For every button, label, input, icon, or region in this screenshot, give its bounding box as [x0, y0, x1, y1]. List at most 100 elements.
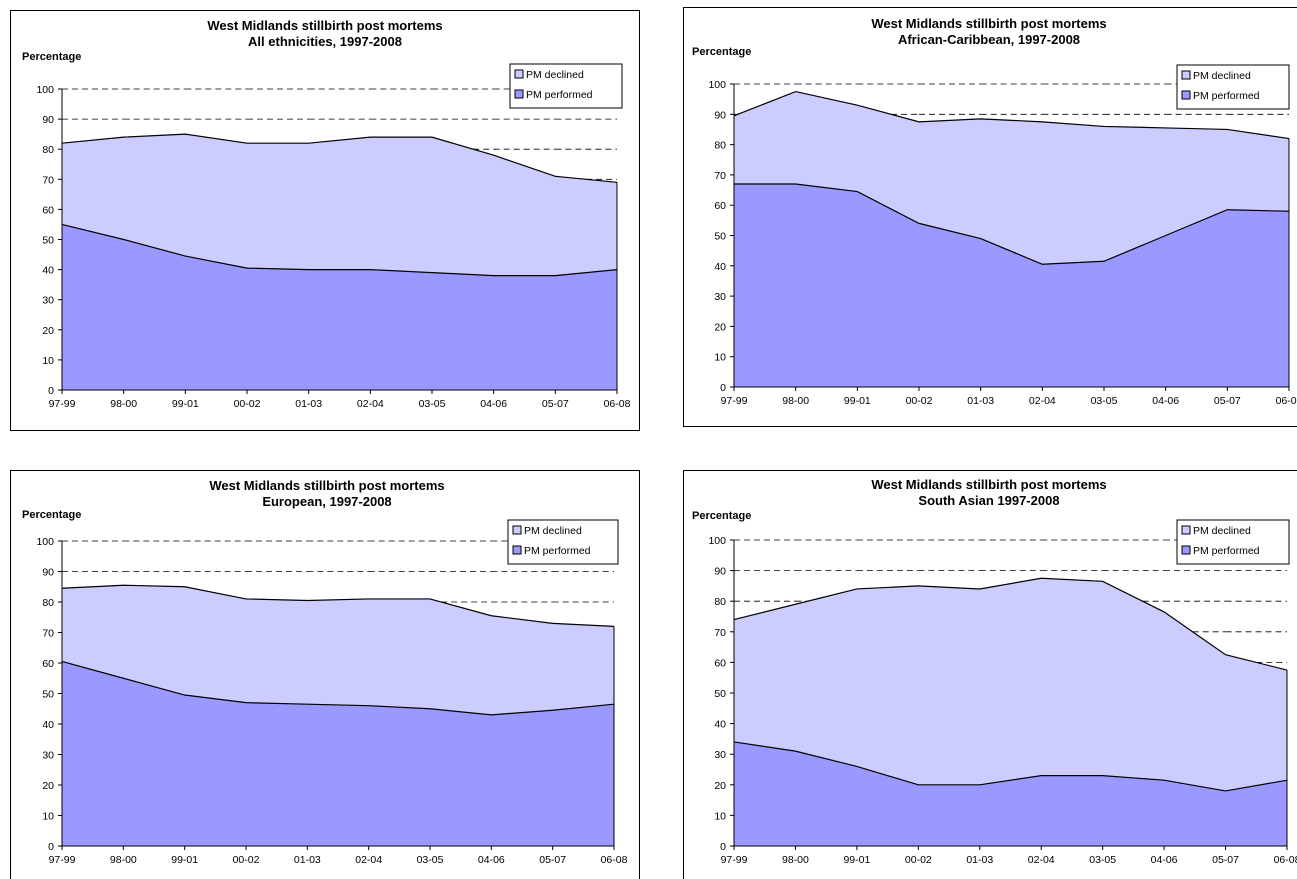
chart-border	[10, 470, 640, 879]
chart-panel-european: West Midlands stillbirth post mortems Eur…	[10, 470, 641, 879]
chart-svg: West Midlands stillbirth post mortemsEur…	[10, 470, 640, 879]
series-line-pm-declined	[61, 584, 615, 627]
y-tick-label: 0	[720, 841, 726, 853]
y-tick-label: 90	[714, 109, 726, 121]
y-tick-label: 50	[42, 235, 54, 247]
y-axis-label: Percentage	[692, 510, 751, 522]
chart-subtitle: South Asian 1997-2008	[918, 493, 1059, 508]
legend-swatch	[514, 89, 524, 99]
y-axis-label: Percentage	[22, 51, 81, 63]
y-tick-label: 0	[48, 841, 54, 853]
y-tick-label: 90	[42, 567, 54, 579]
x-tick-label: 00-02	[906, 395, 933, 407]
y-tick-label: 80	[714, 140, 726, 152]
y-tick-label: 90	[714, 566, 726, 578]
chart-svg: West Midlands stillbirth post mortemsSou…	[683, 470, 1297, 879]
series-line-pm-performed	[734, 183, 1290, 265]
legend-swatch	[514, 69, 524, 79]
x-tick-label: 97-99	[49, 398, 76, 410]
chart-border	[10, 10, 640, 431]
x-tick-label: 06-08	[1276, 395, 1297, 407]
y-tick-label: 70	[42, 174, 54, 186]
area-pm-declined	[734, 91, 1289, 265]
y-tick-label: 50	[714, 688, 726, 700]
legend-box	[509, 63, 623, 109]
x-tick-label: 03-05	[417, 854, 444, 866]
legend-swatch	[1181, 70, 1191, 80]
x-tick-label: 98-00	[110, 854, 137, 866]
x-tick-label: 99-01	[843, 854, 870, 866]
y-tick-label: 50	[714, 231, 726, 243]
x-tick-label: 03-05	[1089, 854, 1116, 866]
y-tick-label: 60	[714, 200, 726, 212]
legend-label: PM performed	[524, 545, 591, 557]
y-tick-label: 10	[42, 355, 54, 367]
y-tick-label: 30	[714, 291, 726, 303]
x-tick-label: 98-00	[110, 398, 137, 410]
y-tick-label: 80	[714, 596, 726, 608]
x-tick-label: 03-05	[1091, 395, 1118, 407]
legend-label: PM declined	[524, 525, 582, 537]
y-tick-label: 100	[36, 84, 54, 96]
chart-svg: West Midlands stillbirth post mortemsAll…	[10, 10, 640, 431]
legend-label: PM performed	[1193, 90, 1260, 102]
x-tick-label: 00-02	[905, 854, 932, 866]
x-tick-label: 97-99	[49, 854, 76, 866]
y-tick-label: 20	[42, 325, 54, 337]
x-tick-label: 01-03	[294, 854, 321, 866]
y-tick-label: 10	[714, 810, 726, 822]
y-tick-label: 30	[42, 750, 54, 762]
x-tick-label: 02-04	[1028, 854, 1055, 866]
legend-box	[507, 519, 619, 565]
x-tick-label: 04-06	[1151, 854, 1178, 866]
y-tick-label: 20	[714, 321, 726, 333]
chart-subtitle: All ethnicities, 1997-2008	[248, 34, 402, 49]
x-tick-label: 00-02	[234, 398, 261, 410]
area-pm-performed	[62, 224, 617, 390]
y-tick-label: 0	[720, 382, 726, 394]
chart-panel-all-ethnicities: West Midlands stillbirth post mortems All…	[10, 10, 641, 432]
x-tick-label: 04-06	[480, 398, 507, 410]
y-tick-label: 90	[42, 114, 54, 126]
x-tick-label: 04-06	[478, 854, 505, 866]
x-tick-label: 03-05	[419, 398, 446, 410]
y-tick-label: 20	[42, 780, 54, 792]
legend-swatch	[1181, 545, 1191, 555]
x-tick-label: 99-01	[844, 395, 871, 407]
legend-label: PM declined	[526, 69, 584, 81]
y-tick-label: 40	[714, 719, 726, 731]
chart-subtitle: African-Caribbean, 1997-2008	[898, 32, 1080, 47]
series-line-pm-declined	[733, 577, 1288, 671]
y-tick-label: 50	[42, 689, 54, 701]
y-tick-label: 40	[42, 265, 54, 277]
x-tick-label: 02-04	[357, 398, 384, 410]
x-tick-label: 05-07	[1212, 854, 1239, 866]
y-tick-label: 70	[42, 628, 54, 640]
y-tick-label: 20	[714, 780, 726, 792]
chart-panel-african-caribbean: West Midlands stillbirth post mortems Afr…	[683, 7, 1297, 428]
y-axis-label: Percentage	[22, 509, 81, 521]
y-tick-label: 100	[708, 535, 726, 547]
series-line-pm-performed	[61, 660, 615, 716]
y-tick-label: 10	[42, 811, 54, 823]
chart-title: West Midlands stillbirth post mortems	[207, 18, 442, 33]
area-pm-declined	[62, 134, 617, 276]
area-pm-declined	[62, 585, 614, 715]
series-line-pm-declined	[733, 90, 1290, 140]
y-tick-label: 10	[714, 352, 726, 364]
y-tick-label: 100	[36, 536, 54, 548]
area-pm-performed	[62, 661, 614, 846]
chart-title: West Midlands stillbirth post mortems	[871, 16, 1106, 31]
legend-swatch	[512, 525, 522, 535]
x-tick-label: 97-99	[721, 854, 748, 866]
y-tick-label: 0	[48, 385, 54, 397]
x-tick-label: 99-01	[172, 398, 199, 410]
chart-svg: West Midlands stillbirth post mortemsAfr…	[683, 7, 1297, 427]
x-tick-label: 01-03	[966, 854, 993, 866]
chart-title: West Midlands stillbirth post mortems	[209, 478, 444, 493]
legend-swatch	[1181, 90, 1191, 100]
y-tick-label: 30	[714, 749, 726, 761]
y-axis-label: Percentage	[692, 46, 751, 58]
x-tick-label: 01-03	[295, 398, 322, 410]
legend-label: PM declined	[1193, 525, 1251, 537]
